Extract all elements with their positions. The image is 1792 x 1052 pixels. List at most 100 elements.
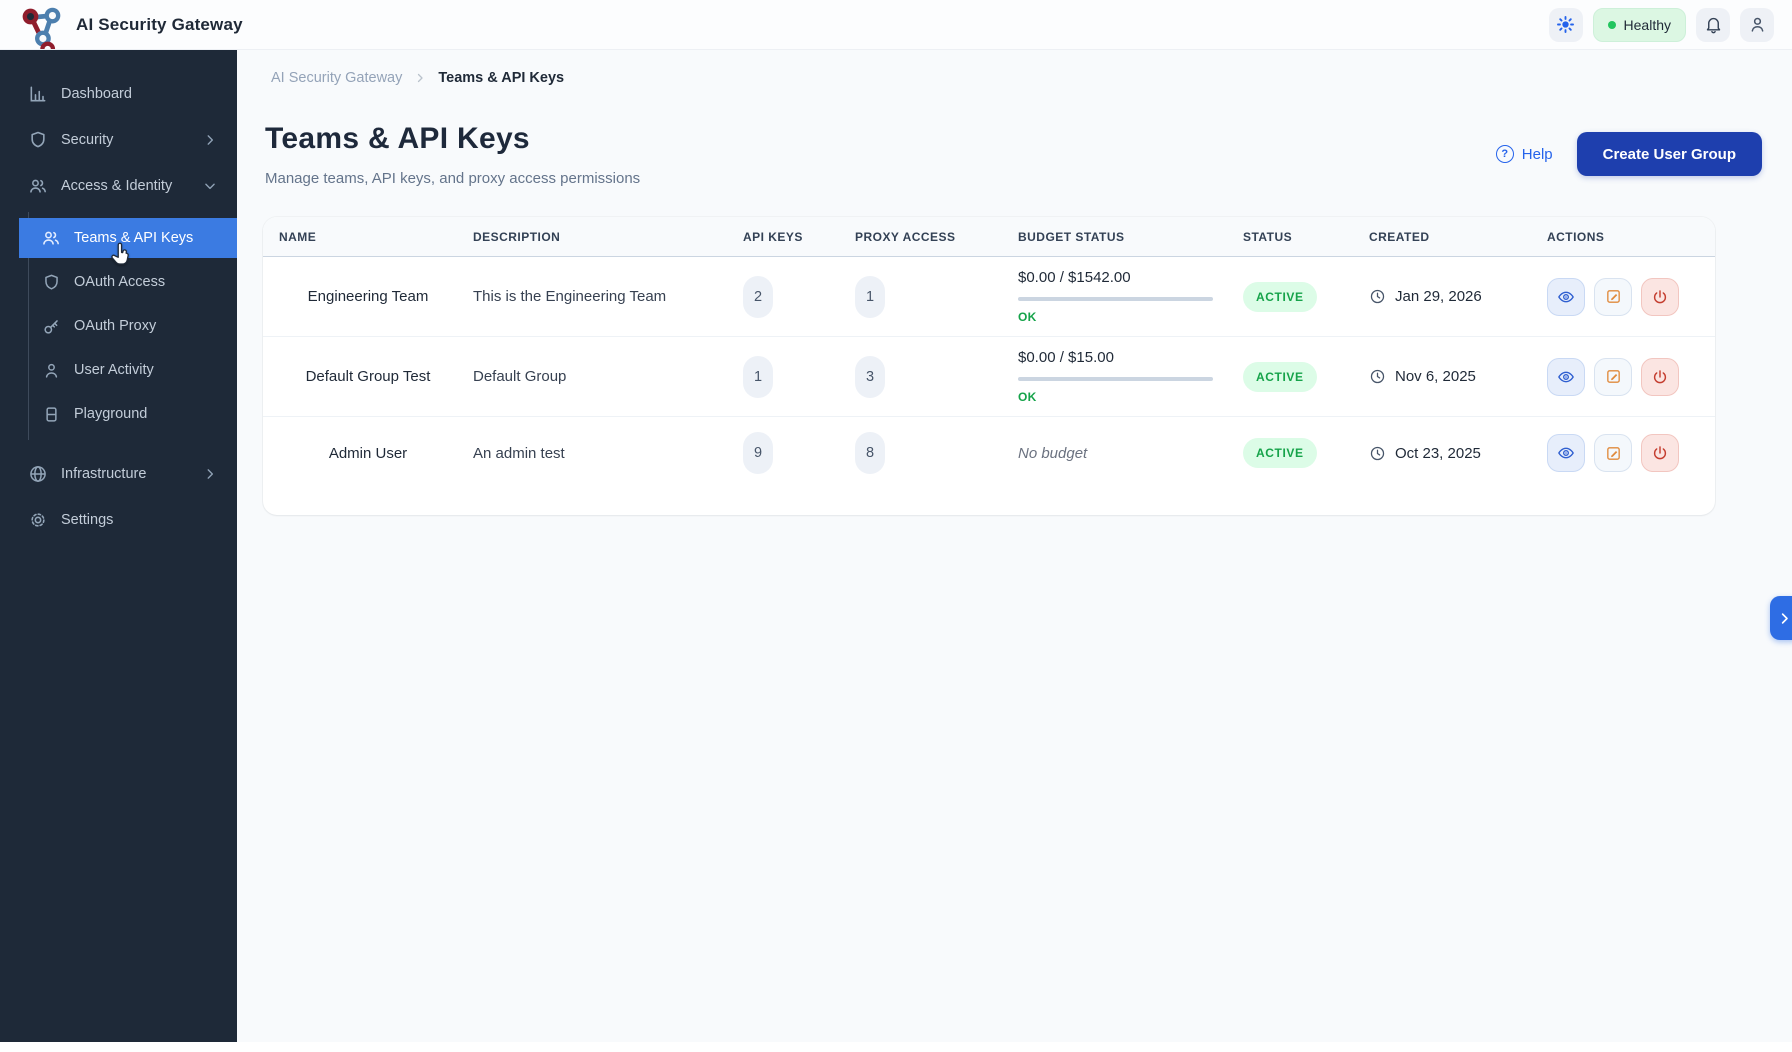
eye-icon xyxy=(1557,368,1575,386)
proxy-access-count: 1 xyxy=(855,275,885,318)
edit-pencil-icon xyxy=(1605,368,1622,385)
notifications-button[interactable] xyxy=(1696,7,1730,42)
actions-cell xyxy=(1547,434,1713,472)
budget-state-label: OK xyxy=(1018,310,1037,324)
sidebar-item-oauth-access[interactable]: OAuth Access xyxy=(29,262,237,302)
sidebar-item-label: OAuth Access xyxy=(74,274,166,290)
column-header-created: CREATED xyxy=(1369,229,1430,244)
gear-icon xyxy=(28,510,48,530)
proxy-access-count: 3 xyxy=(855,355,885,398)
help-icon: ? xyxy=(1495,145,1514,163)
sidebar-item-label: Infrastructure xyxy=(61,466,147,482)
edit-button[interactable] xyxy=(1594,434,1632,472)
budget-empty: No budget xyxy=(1018,444,1088,462)
disable-button[interactable] xyxy=(1641,434,1679,472)
budget-progress-bar xyxy=(1018,297,1213,301)
team-name: Admin User xyxy=(328,444,408,462)
view-button[interactable] xyxy=(1547,357,1585,396)
column-header-name: NAME xyxy=(279,229,317,244)
brand: AI Security Gateway xyxy=(20,4,243,49)
api-keys-cell: 2 xyxy=(743,275,855,318)
help-link[interactable]: ? Help xyxy=(1495,145,1553,163)
breadcrumb-parent[interactable]: AI Security Gateway xyxy=(271,70,403,86)
teams-table-card: NAME DESCRIPTION API KEYS PROXY ACCESS B… xyxy=(263,217,1715,515)
view-button[interactable] xyxy=(1547,434,1585,472)
edit-pencil-icon xyxy=(1605,445,1622,462)
created-cell: Oct 23, 2025 xyxy=(1369,445,1547,462)
sidebar-item-infrastructure[interactable]: Infrastructure xyxy=(18,454,227,494)
disable-button[interactable] xyxy=(1641,277,1679,316)
clock-icon xyxy=(1369,288,1386,305)
theme-toggle-button[interactable] xyxy=(1548,7,1583,42)
sun-icon xyxy=(1556,15,1575,34)
budget-normal: $0.00 / $1542.00 OK xyxy=(1018,269,1243,324)
sidebar-item-oauth-proxy[interactable]: OAuth Proxy xyxy=(29,306,237,346)
table-row[interactable]: Engineering Team This is the Engineering… xyxy=(263,257,1715,337)
page-header: Teams & API Keys Manage teams, API keys,… xyxy=(263,122,1764,187)
table-row[interactable]: Admin User An admin test 9 8 No budget N… xyxy=(263,417,1715,489)
column-header-description: DESCRIPTION xyxy=(473,229,561,244)
users-icon xyxy=(28,176,48,196)
column-header-api-keys: API KEYS xyxy=(743,229,803,244)
view-button[interactable] xyxy=(1547,277,1585,316)
shield-icon xyxy=(28,130,48,150)
table-row[interactable]: Default Group Test Default Group 1 3 $0.… xyxy=(263,337,1715,417)
page-subtitle: Manage teams, API keys, and proxy access… xyxy=(265,170,641,187)
column-header-budget-status: BUDGET STATUS xyxy=(1018,229,1125,244)
column-header-status: STATUS xyxy=(1243,229,1293,244)
globe-icon xyxy=(28,464,48,484)
status-cell: ACTIVE xyxy=(1243,361,1369,392)
top-header: AI Security Gateway Healthy xyxy=(0,0,1792,50)
chevron-right-icon xyxy=(1777,611,1792,626)
sidebar-item-label: Playground xyxy=(74,406,148,422)
column-header-proxy-access: PROXY ACCESS xyxy=(855,229,956,244)
team-description: Default Group xyxy=(473,368,567,385)
key-icon xyxy=(41,316,61,336)
create-user-group-button[interactable]: Create User Group xyxy=(1576,132,1762,176)
sidebar-item-label: Teams & API Keys xyxy=(74,230,194,246)
box-icon xyxy=(41,404,61,424)
proxy-access-count: 8 xyxy=(855,432,885,474)
access-identity-submenu: Teams & API Keys OAuth Access xyxy=(19,212,237,440)
page-title: Teams & API Keys xyxy=(265,122,530,155)
sidebar-item-playground[interactable]: Playground xyxy=(29,394,237,434)
sidebar-item-security[interactable]: Security xyxy=(18,120,227,160)
edit-button[interactable] xyxy=(1594,357,1632,396)
health-status-badge: Healthy xyxy=(1592,7,1686,42)
edit-button[interactable] xyxy=(1594,277,1632,316)
power-icon xyxy=(1651,444,1669,462)
table-body: Engineering Team This is the Engineering… xyxy=(263,257,1715,489)
user-menu-button[interactable] xyxy=(1740,7,1774,42)
budget-status-cell: No budget No budget xyxy=(1018,445,1243,462)
column-header-actions: ACTIONS xyxy=(1547,229,1605,244)
team-name: Engineering Team xyxy=(307,288,429,305)
bell-icon xyxy=(1704,15,1723,34)
sidebar-item-dashboard[interactable]: Dashboard xyxy=(18,74,227,114)
power-icon xyxy=(1651,368,1669,386)
budget-amount: $0.00 / $15.00 xyxy=(1018,349,1114,366)
clock-icon xyxy=(1369,445,1386,462)
sidebar-item-user-activity[interactable]: User Activity xyxy=(29,350,237,390)
created-date: Oct 23, 2025 xyxy=(1395,444,1481,462)
sidebar-item-teams-api-keys[interactable]: Teams & API Keys xyxy=(19,218,237,258)
api-keys-count: 9 xyxy=(743,432,773,474)
sidebar-item-label: Dashboard xyxy=(61,86,132,102)
app-title: AI Security Gateway xyxy=(76,14,243,34)
budget-normal: $0.00 / $15.00 OK xyxy=(1018,349,1243,404)
status-badge: ACTIVE xyxy=(1243,281,1317,312)
sidebar-item-access-identity[interactable]: Access & Identity xyxy=(18,166,227,206)
sidebar-item-label: User Activity xyxy=(74,362,154,378)
api-keys-cell: 1 xyxy=(743,355,855,398)
eye-icon xyxy=(1557,288,1575,306)
page-actions: ? Help Create User Group xyxy=(1495,132,1762,176)
sidebar-item-label: Access & Identity xyxy=(61,178,173,194)
disable-button[interactable] xyxy=(1641,357,1679,396)
sidebar-item-settings[interactable]: Settings xyxy=(18,500,227,540)
actions-cell xyxy=(1547,277,1713,316)
users-icon xyxy=(41,228,61,248)
sidebar-item-label: Security xyxy=(61,132,114,148)
status-badge: ACTIVE xyxy=(1243,438,1317,468)
expand-panel-tab[interactable] xyxy=(1770,596,1792,640)
team-description: This is the Engineering Team xyxy=(473,288,667,305)
